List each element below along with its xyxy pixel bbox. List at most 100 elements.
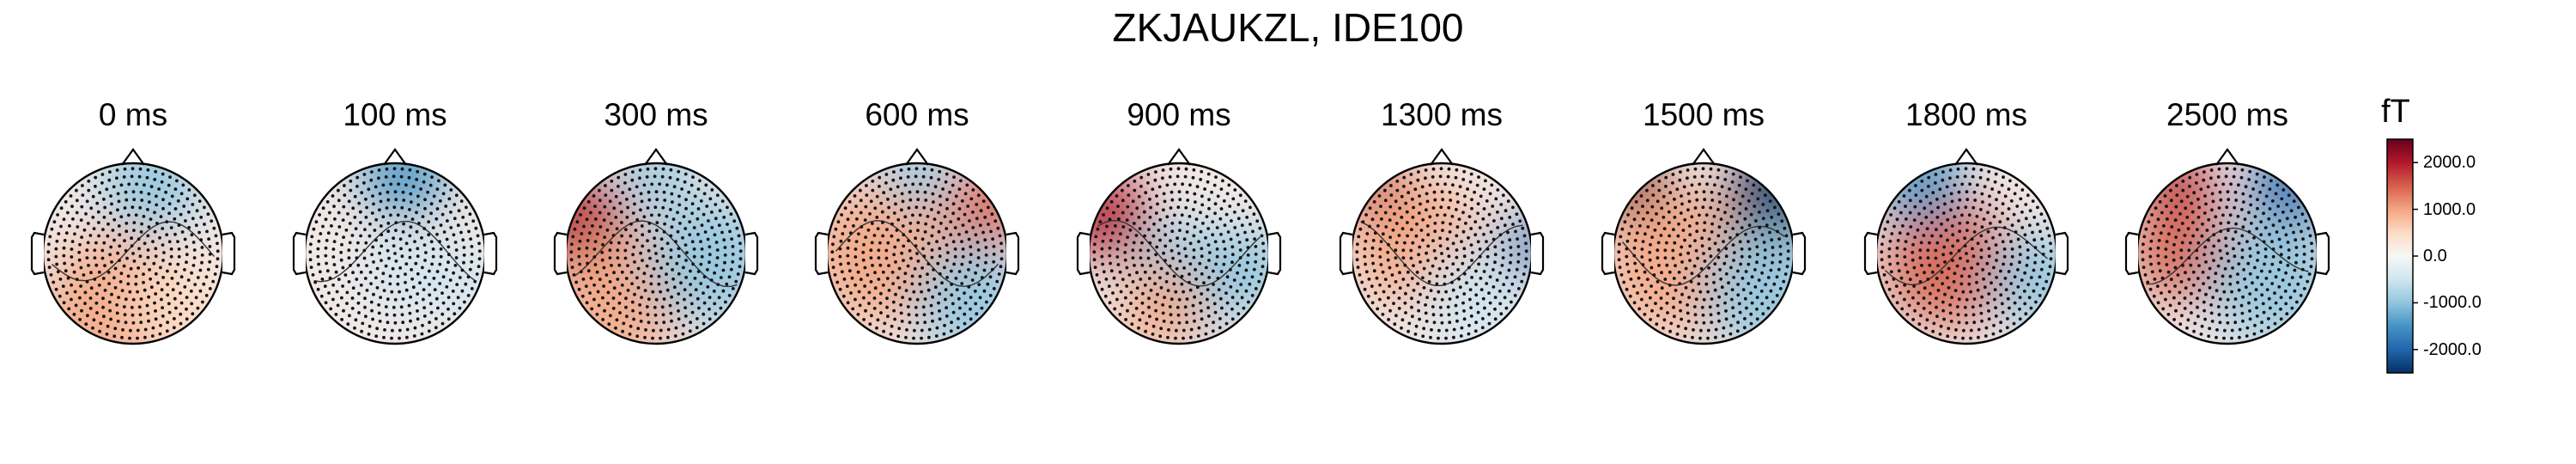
sensor-dot: [714, 312, 718, 316]
sensor-dot: [2287, 248, 2291, 252]
sensor-dot: [1462, 247, 1467, 251]
sensor-dot: [620, 270, 624, 274]
sensor-dot: [469, 237, 472, 241]
sensor-dot: [1679, 253, 1682, 257]
sensor-dot: [1990, 281, 1993, 285]
sensor-dot: [1936, 205, 1941, 210]
sensor-dot: [1923, 271, 1926, 275]
sensor-dot: [1684, 266, 1688, 271]
sensor-dot: [1895, 301, 1899, 305]
sensor-dot: [1370, 301, 1375, 305]
sensor-dot: [610, 180, 614, 183]
sensor-dot: [435, 270, 440, 273]
sensor-dot: [1206, 297, 1209, 302]
sensor-dot: [102, 198, 106, 201]
sensor-dot: [631, 253, 635, 257]
sensor-dot: [2196, 198, 2200, 201]
sensor-dot: [1444, 290, 1448, 294]
sensor-dot: [1618, 266, 1622, 269]
sensor-dot: [1669, 321, 1674, 326]
sensor-dot: [1450, 215, 1455, 218]
sensor-dot: [1365, 232, 1370, 235]
sensor-dot: [1476, 240, 1480, 244]
sensor-dot: [1422, 286, 1426, 290]
sensor-dot: [401, 321, 405, 325]
sensor-dot: [436, 306, 440, 310]
sensor-dot: [654, 297, 659, 302]
sensor-dot: [939, 194, 942, 198]
sensor-dot: [670, 225, 674, 229]
sensor-dot: [734, 279, 738, 284]
sensor-dot: [887, 205, 890, 210]
sensor-dot: [319, 232, 323, 235]
sensor-dot: [1212, 283, 1215, 286]
sensor-dot: [359, 221, 362, 224]
sensor-dot: [1683, 238, 1686, 242]
sensor-dot: [1758, 188, 1762, 192]
sensor-dot: [1922, 234, 1926, 237]
sensor-dot: [1716, 208, 1720, 211]
sensor-dot: [735, 226, 739, 230]
sensor-dot: [894, 260, 897, 264]
sensor-dot: [1993, 297, 1996, 302]
sensor-dot: [955, 288, 959, 291]
sensor-dot: [717, 223, 721, 228]
sensor-dot: [653, 236, 656, 241]
sensor-dot: [1415, 222, 1419, 226]
sensor-dot: [2041, 253, 2045, 256]
sensor-dot: [363, 277, 368, 280]
sensor-dot: [1406, 221, 1409, 224]
sensor-dot: [1741, 288, 1746, 291]
sensor-dot: [1747, 247, 1752, 251]
sensor-dot: [1720, 185, 1724, 189]
sensor-dot: [1959, 282, 1964, 286]
sensor-dot: [2225, 167, 2229, 171]
sensor-dot: [2193, 321, 2197, 326]
sensor-dot: [189, 290, 193, 293]
sensor-dot: [2167, 290, 2172, 294]
sensor-dots: [308, 167, 482, 340]
sensor-dot: [856, 313, 860, 316]
sensor-dot: [1206, 314, 1211, 318]
sensor-dot: [1664, 185, 1668, 188]
sensor-dot: [2150, 213, 2154, 217]
sensor-dot: [1640, 255, 1644, 259]
sensor-dot: [409, 225, 413, 229]
sensor-dot: [1124, 296, 1127, 300]
sensor-dot: [647, 297, 651, 302]
sensor-dot: [386, 321, 390, 325]
sensor-dot: [136, 328, 140, 333]
sensor-dot: [2026, 193, 2030, 198]
sensor-dot: [896, 185, 900, 189]
sensor-dot: [166, 283, 170, 286]
sensor-dot: [1769, 268, 1773, 272]
sensor-dot: [1700, 236, 1704, 241]
sensor-dot: [1461, 211, 1465, 215]
sensor-dot: [2208, 327, 2212, 331]
sensor-dot: [1233, 188, 1237, 192]
sensor-dot: [1994, 172, 1998, 176]
sensor-dot: [931, 295, 934, 299]
sensor-dot: [1731, 314, 1735, 318]
sensor-dot: [377, 168, 381, 172]
sensor-dot: [2299, 294, 2303, 297]
sensor-dot: [316, 247, 320, 251]
sensor-dot: [2007, 207, 2011, 211]
sensor-dot: [92, 227, 96, 230]
sensor-dot: [677, 309, 680, 313]
sensor-dot: [1417, 211, 1421, 215]
sensor-dot: [2244, 185, 2248, 189]
sensor-dot: [702, 321, 706, 326]
sensor-dot: [2263, 175, 2266, 180]
sensor-dot: [1417, 308, 1420, 313]
sensor-dot: [2222, 336, 2226, 340]
sensor-dot: [693, 277, 697, 280]
sensor-dot: [2249, 194, 2252, 198]
sensor-dot: [1397, 296, 1401, 300]
sensor-dot: [590, 307, 594, 311]
sensor-dot: [830, 258, 835, 262]
sensor-dot: [1403, 263, 1407, 267]
sensor-dot: [1180, 282, 1184, 286]
sensor-dot: [1986, 178, 1990, 181]
sensor-dot: [1757, 211, 1761, 214]
